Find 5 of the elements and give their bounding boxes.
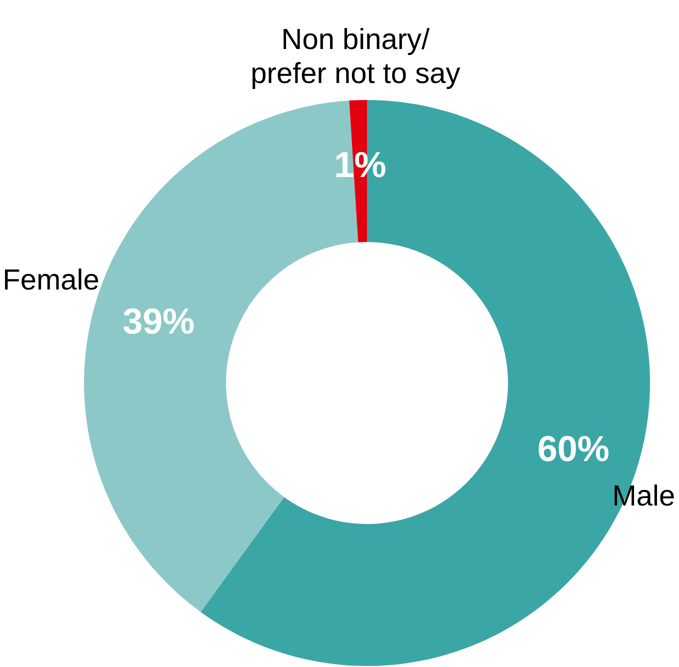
data-label: 1% [334, 144, 386, 186]
data-label: 39% [122, 300, 195, 342]
slice-label: Non binary/ prefer not to say [250, 24, 461, 90]
slice-label: Female [2, 264, 100, 296]
data-label: 60% [537, 428, 610, 470]
